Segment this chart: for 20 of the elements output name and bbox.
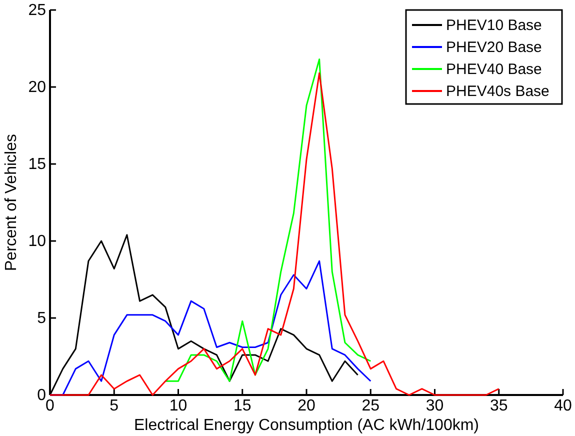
x-tick-label: 20 [298,397,316,414]
x-tick-label: 35 [490,397,508,414]
x-tick-label: 15 [233,397,252,414]
y-tick-label: 5 [37,310,46,328]
legend-label: PHEV40 Base [446,61,542,78]
x-tick-label: 5 [110,397,119,414]
x-tick-label: 40 [554,397,572,414]
x-axis-title: Electrical Energy Consumption (AC kWh/100km) [134,417,480,434]
x-tick-label: 25 [362,397,380,414]
legend-label: PHEV40s Base [446,83,550,100]
x-tick-label: 30 [426,397,444,414]
y-tick-label: 20 [28,79,46,96]
x-tick-label: 10 [169,397,188,414]
legend-label: PHEV20 Base [446,39,542,56]
y-tick-label: 10 [28,233,46,250]
y-tick-label: 25 [28,2,46,20]
legend-label: PHEV10 Base [446,17,542,34]
y-tick-label: 15 [28,156,46,174]
line-series [164,58,372,382]
y-axis-title: Percent of Vehicles [3,134,20,271]
